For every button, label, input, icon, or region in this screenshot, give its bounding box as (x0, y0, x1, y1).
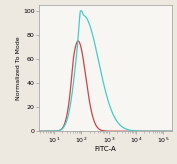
Y-axis label: Normalized To Mode: Normalized To Mode (16, 36, 21, 100)
X-axis label: FITC-A: FITC-A (95, 146, 116, 152)
